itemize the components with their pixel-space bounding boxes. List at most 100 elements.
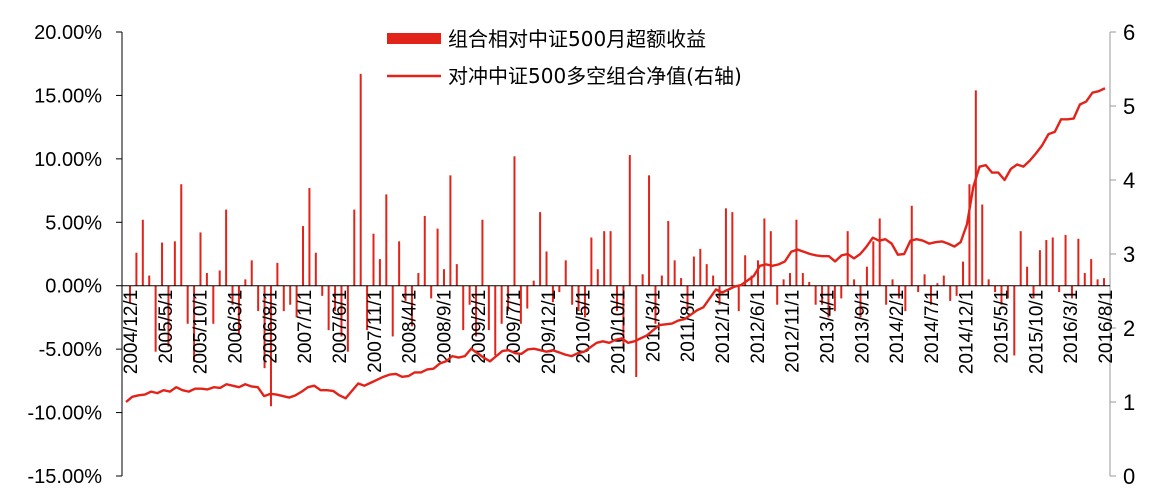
excess-return-bar	[359, 73, 362, 286]
excess-return-bar	[1070, 285, 1073, 299]
excess-return-bar	[539, 212, 542, 286]
excess-return-bar	[205, 273, 208, 286]
x-axis: 2004/12/1 2005/5/1 2005/10/1 2006/3/1 2006/8…	[121, 285, 1117, 375]
excess-return-bar	[295, 285, 298, 318]
excess-return-bars	[129, 73, 1105, 407]
excess-return-bar	[987, 279, 990, 286]
excess-return-bar	[173, 241, 176, 286]
excess-return-bar	[583, 285, 586, 318]
excess-return-bar	[372, 233, 375, 286]
excess-return-bar	[622, 285, 625, 350]
excess-return-bar	[731, 212, 734, 286]
excess-return-bar	[846, 231, 849, 286]
x-axis-tick-label: 2010/10/1	[609, 290, 630, 375]
left-axis-tick-label: 0.00%	[45, 276, 102, 298]
excess-return-bar	[609, 231, 612, 286]
left-axis-tick-label: -10.00%	[28, 403, 103, 425]
excess-return-bar	[949, 285, 952, 301]
legend-line-label: 对冲中证500多空组合净值(右轴)	[448, 64, 742, 88]
excess-return-bar	[154, 285, 157, 352]
excess-return-bar	[699, 248, 702, 286]
excess-return-bar	[1013, 285, 1016, 356]
excess-return-bar	[129, 285, 131, 304]
excess-return-bar	[1038, 250, 1041, 286]
excess-return-bar	[840, 285, 843, 299]
excess-return-bar	[885, 285, 888, 305]
excess-return-bar	[314, 252, 317, 286]
excess-return-bar	[308, 188, 311, 286]
x-axis-tick-label: 2016/3/1	[1061, 290, 1082, 364]
excess-return-bar	[974, 90, 977, 286]
excess-return-bar	[462, 285, 465, 331]
excess-return-bar	[282, 285, 285, 312]
excess-return-bar	[571, 285, 574, 305]
excess-return-bar	[276, 262, 279, 286]
excess-return-bar	[1006, 285, 1009, 299]
excess-return-bar	[218, 270, 221, 286]
left-axis-tick-label: -15.00%	[28, 466, 103, 488]
excess-return-bar	[193, 285, 196, 362]
excess-return-bar	[481, 219, 484, 286]
excess-return-bar	[782, 279, 785, 286]
x-axis-tick-label: 2011/8/1	[678, 290, 699, 363]
x-axis-tick-label: 2016/8/1	[1096, 290, 1117, 364]
excess-return-bar	[942, 275, 945, 286]
excess-return-bar	[340, 285, 343, 337]
excess-return-bar	[1026, 266, 1029, 286]
excess-return-bar	[596, 269, 599, 286]
excess-return-bar	[449, 175, 452, 286]
excess-return-bar	[686, 285, 689, 312]
excess-return-bar	[680, 278, 683, 286]
excess-return-bar	[904, 285, 907, 312]
excess-return-bar	[1045, 240, 1048, 286]
excess-return-bar	[263, 285, 266, 369]
excess-return-bar	[199, 232, 202, 286]
x-axis-tick-label: 2008/4/1	[400, 290, 421, 364]
x-axis-tick-label: 2004/12/1	[121, 290, 142, 375]
excess-return-bar	[423, 215, 426, 286]
nav-line	[125, 87, 1106, 403]
excess-return-bar	[673, 260, 676, 286]
x-axis-tick-label: 2007/11/1	[365, 290, 386, 373]
legend-bar-label: 组合相对中证500月超额收益	[448, 27, 706, 51]
excess-return-bar	[917, 285, 920, 293]
excess-return-bar	[257, 285, 260, 312]
excess-return-bar	[564, 260, 567, 286]
excess-return-bar	[929, 285, 932, 305]
excess-return-bar	[635, 285, 638, 378]
nav-line-group	[125, 87, 1106, 403]
excess-return-bar	[231, 285, 234, 305]
excess-return-bar	[1000, 285, 1003, 305]
excess-return-bar	[141, 219, 144, 286]
excess-return-bar	[455, 264, 458, 286]
excess-return-bar	[475, 285, 478, 337]
excess-return-bar	[936, 283, 939, 286]
excess-return-bar	[968, 184, 971, 286]
excess-return-bar	[334, 285, 337, 312]
excess-return-bar	[353, 209, 356, 286]
x-axis-tick-label: 2007/6/1	[330, 290, 351, 364]
x-axis-tick-label: 2011/3/1	[643, 290, 664, 363]
excess-return-bar	[346, 285, 349, 352]
excess-return-bar	[385, 194, 388, 286]
excess-return-bar	[955, 285, 958, 296]
excess-return-bar	[628, 155, 631, 286]
excess-return-bar	[1051, 237, 1054, 286]
excess-return-bar	[507, 285, 510, 312]
excess-return-bar	[853, 279, 856, 286]
excess-return-bar	[1032, 285, 1035, 299]
x-axis-tick-label: 2012/1/1	[713, 290, 734, 364]
excess-return-bar	[327, 285, 330, 331]
excess-return-bar	[378, 259, 381, 286]
excess-return-bar	[135, 252, 138, 286]
excess-return-bar	[244, 279, 247, 286]
excess-return-bar	[186, 285, 189, 324]
excess-return-bar	[526, 285, 529, 309]
excess-return-bar	[667, 221, 670, 286]
excess-return-bar	[750, 275, 753, 286]
excess-return-bar	[865, 266, 868, 286]
excess-return-bar	[660, 275, 663, 286]
excess-return-bar	[398, 241, 401, 286]
excess-return-bar	[897, 285, 900, 299]
